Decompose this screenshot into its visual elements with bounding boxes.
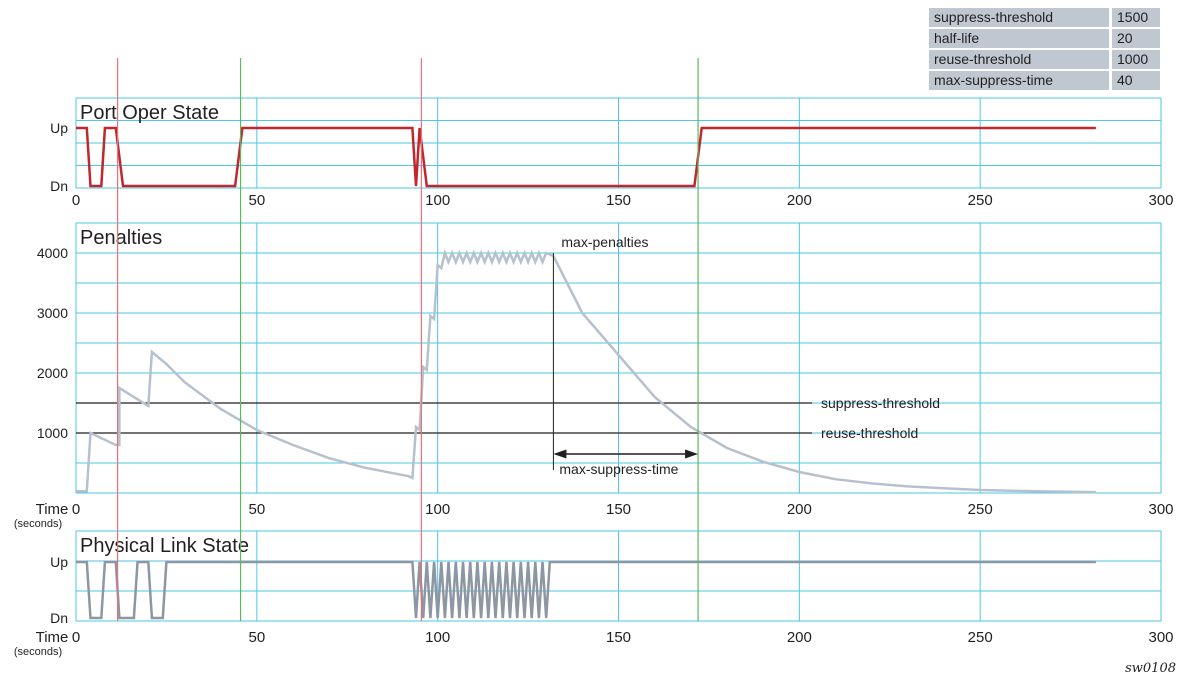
param-key: reuse-threshold <box>934 51 1031 67</box>
x-tick-label: 200 <box>787 192 812 209</box>
param-key-cell <box>929 8 1109 27</box>
x-tick-label: 100 <box>425 501 450 518</box>
x-tick-label: 0 <box>72 629 80 646</box>
param-value-cell <box>1112 29 1160 48</box>
param-key-cell <box>929 29 1109 48</box>
param-value: 1500 <box>1117 9 1148 25</box>
y-tick-label: 4000 <box>37 245 68 261</box>
parameter-table: suppress-threshold 1500 half-life 20 reu… <box>929 8 1160 90</box>
x-tick-label: 0 <box>72 192 80 209</box>
x-tick-label: 50 <box>248 629 265 646</box>
y-tick-label: Up <box>50 554 68 570</box>
x-tick-label: 250 <box>968 501 993 518</box>
x-axis-unit: (seconds) <box>14 518 62 530</box>
param-value-cell <box>1112 50 1160 69</box>
param-key: suppress-threshold <box>934 9 1053 25</box>
x-tick-label: 300 <box>1148 501 1173 518</box>
param-value: 1000 <box>1117 51 1148 67</box>
penalties-panel: Penalties 0 50 100 150 200 250 300 Time(seconds)… <box>14 222 1174 530</box>
link-state-line <box>76 560 1096 620</box>
x-tick-label: 0 <box>72 501 80 518</box>
param-value-cell <box>1112 8 1160 27</box>
x-tick-label: 150 <box>606 501 631 518</box>
x-axis-unit: (seconds) <box>14 646 62 658</box>
port-oper-state-panel: Port Oper State 0 50 100 150 200 250 300 Up Dn <box>50 97 1174 209</box>
y-tick-label: Dn <box>50 178 68 194</box>
y-tick-label: 3000 <box>37 305 68 321</box>
param-value-cell <box>1112 71 1160 90</box>
x-tick-label: 300 <box>1148 192 1173 209</box>
x-tick-label: 150 <box>606 192 631 209</box>
x-axis-label: Time <box>36 629 69 646</box>
x-tick-label: 300 <box>1148 629 1173 646</box>
penalty-annotations: max-penalties max-suppress-time <box>552 234 699 477</box>
x-tick-label: 250 <box>968 629 993 646</box>
param-value: 20 <box>1117 30 1133 46</box>
figure-id: sw0108 <box>1125 661 1176 676</box>
x-tick-label: 150 <box>606 629 631 646</box>
param-key-cell <box>929 50 1109 69</box>
max-penalties-label: max-penalties <box>561 234 648 250</box>
y-tick-label: Dn <box>50 610 68 626</box>
x-tick-label: 250 <box>968 192 993 209</box>
y-tick-label: 1000 <box>37 425 68 441</box>
max-suppress-time-label: max-suppress-time <box>559 461 678 477</box>
panel-title: Penalties <box>80 227 162 249</box>
x-tick-label: 50 <box>248 501 265 518</box>
threshold-label: reuse-threshold <box>821 425 918 441</box>
x-tick-label: 100 <box>425 629 450 646</box>
threshold-label: suppress-threshold <box>821 395 940 411</box>
panel-title: Physical Link State <box>80 535 249 557</box>
port-state-line <box>76 126 1096 188</box>
param-key: max-suppress-time <box>934 72 1053 88</box>
x-tick-label: 50 <box>248 192 265 209</box>
x-tick-label: 200 <box>787 501 812 518</box>
y-tick-label: 2000 <box>37 365 68 381</box>
x-axis-label: Time <box>36 501 69 518</box>
penalty-line <box>76 248 1096 494</box>
param-key: half-life <box>934 30 979 46</box>
x-tick-label: 100 <box>425 192 450 209</box>
x-tick-label: 200 <box>787 629 812 646</box>
arrow-head-left-icon <box>553 449 567 459</box>
physical-link-state-panel: Physical Link State 0 50 100 150 200 250 300 Tim… <box>14 530 1174 658</box>
event-marker-lines <box>116 58 699 621</box>
param-key-cell <box>929 71 1109 90</box>
arrow-head-right-icon <box>685 449 699 459</box>
panel-title: Port Oper State <box>80 102 219 124</box>
param-value: 40 <box>1117 72 1133 88</box>
y-tick-label: Up <box>50 120 68 136</box>
